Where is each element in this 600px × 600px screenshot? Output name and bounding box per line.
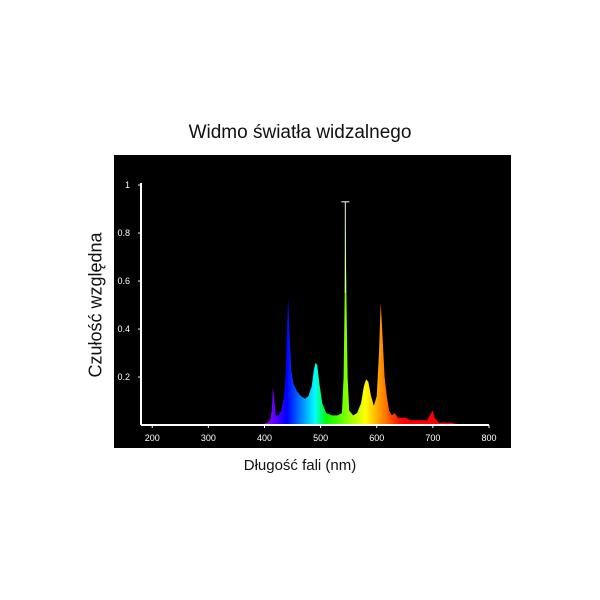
data-point-43 [373, 405, 374, 406]
data-point-26 [326, 412, 327, 413]
data-point-49 [386, 396, 387, 397]
data-point-64 [449, 422, 450, 423]
data-point-8 [281, 410, 282, 411]
data-point-53 [398, 417, 399, 418]
data-point-54 [401, 417, 402, 418]
data-point-21 [313, 369, 314, 370]
data-point-61 [432, 410, 433, 411]
data-point-55 [405, 417, 406, 418]
data-point-35 [349, 410, 350, 411]
data-point-63 [438, 422, 439, 423]
data-point-3 [271, 410, 272, 411]
data-point-5 [273, 396, 274, 397]
data-point-20 [311, 386, 312, 387]
data-point-33 [346, 292, 347, 293]
data-point-12 [288, 297, 289, 298]
data-point-58 [421, 420, 422, 421]
data-point-57 [415, 420, 416, 421]
data-point-19 [308, 396, 309, 397]
spectrum-area-0 [261, 201, 464, 425]
data-point-34 [347, 376, 348, 377]
data-point-17 [300, 396, 301, 397]
data-point-51 [391, 415, 392, 416]
data-point-62 [434, 417, 435, 418]
data-point-29 [341, 412, 342, 413]
data-point-4 [272, 386, 273, 387]
data-point-6 [275, 415, 276, 416]
data-point-1 [267, 422, 268, 423]
data-point-60 [431, 412, 432, 413]
ticks-layer: 200 300 400 500 600 700 800 0.2 0.4 0.6 0.8 1 [117, 180, 496, 443]
y-tick-label-0: 0.2 [117, 372, 130, 382]
data-point-9 [284, 396, 285, 397]
y-tick-label-1: 0.4 [117, 324, 130, 334]
data-point-48 [384, 376, 385, 377]
x-tick-label-5: 700 [425, 433, 440, 443]
data-point-45 [378, 352, 379, 353]
data-point-46 [380, 302, 381, 303]
data-point-40 [366, 379, 367, 380]
data-point-52 [394, 412, 395, 413]
x-tick-label-0: 200 [145, 433, 160, 443]
data-point-25 [322, 403, 323, 404]
data-point-11 [286, 333, 287, 334]
data-point-18 [304, 398, 305, 399]
axes-layer [140, 183, 489, 426]
x-tick-label-3: 500 [313, 433, 328, 443]
chart-title: Widmo światła widzalnego [188, 122, 412, 143]
data-point-14 [291, 372, 292, 373]
x-axis-label: Długość fali (nm) [243, 457, 357, 474]
data-point-28 [337, 415, 338, 416]
x-tick-label-6: 800 [481, 433, 496, 443]
data-point-30 [343, 376, 344, 377]
data-point-10 [285, 372, 286, 373]
y-tick-label-2: 0.6 [117, 276, 130, 286]
data-point-22 [315, 362, 316, 363]
x-tick-label-1: 300 [201, 433, 216, 443]
data-point-15 [293, 384, 294, 385]
data-point-13 [289, 338, 290, 339]
y-tick-label-4: 1 [125, 180, 130, 190]
x-tick-label-2: 400 [257, 433, 272, 443]
y-axis-label: Czułość względna [85, 232, 106, 378]
data-point-24 [319, 384, 320, 385]
data-point-38 [360, 403, 361, 404]
data-point-2 [270, 420, 271, 421]
spectrum-layer [261, 201, 464, 425]
data-point-27 [331, 415, 332, 416]
data-point-39 [363, 386, 364, 387]
plot-panel: 200 300 400 500 600 700 800 0.2 0.4 0.6 0.8 1 [114, 155, 511, 448]
data-point-16 [296, 391, 297, 392]
data-point-23 [317, 364, 318, 365]
y-tick-label-3: 0.8 [117, 228, 130, 238]
data-point-56 [410, 420, 411, 421]
data-point-7 [278, 415, 279, 416]
data-point-41 [368, 381, 369, 382]
data-point-44 [376, 396, 377, 397]
data-point-47 [382, 333, 383, 334]
data-point-37 [357, 412, 358, 413]
data-point-42 [371, 396, 372, 397]
data-point-50 [389, 410, 390, 411]
data-point-36 [353, 415, 354, 416]
x-tick-label-4: 600 [369, 433, 384, 443]
chart-svg: 200 300 400 500 600 700 800 0.2 0.4 0.6 0.8 1 [117, 180, 496, 443]
data-point-59 [427, 420, 428, 421]
